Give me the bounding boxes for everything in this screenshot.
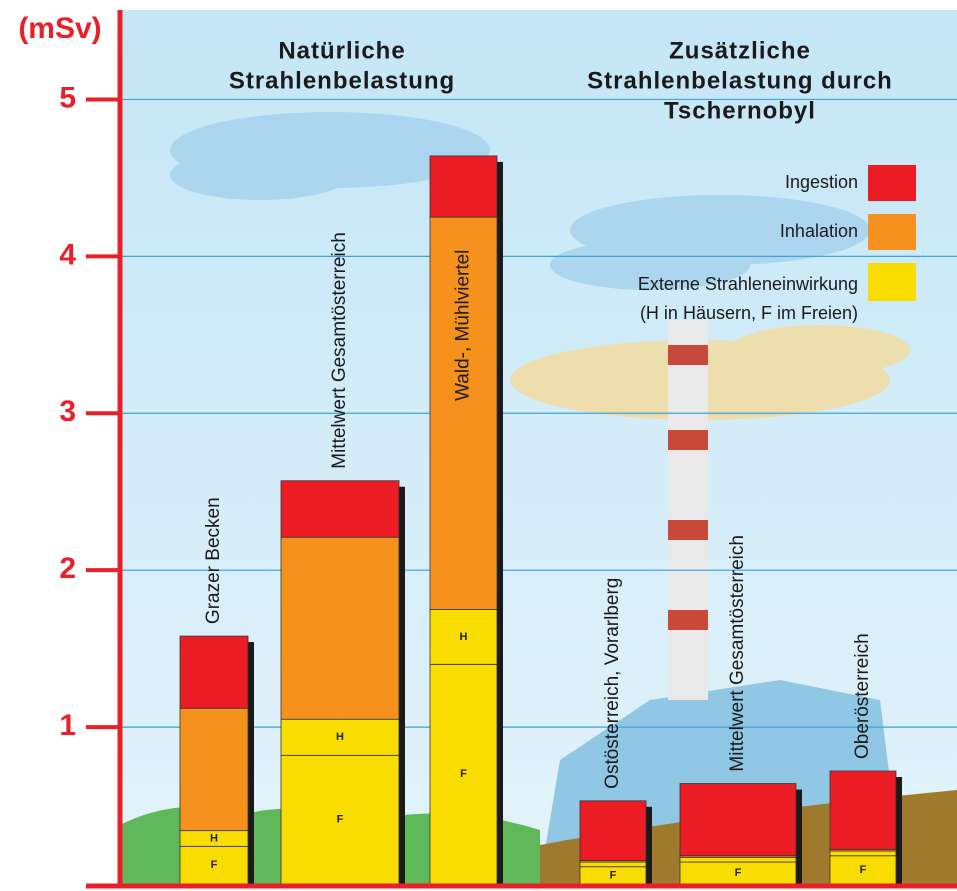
legend-swatch bbox=[868, 263, 916, 301]
bar-segment bbox=[679, 856, 797, 863]
y-tick-label: 1 bbox=[59, 709, 76, 742]
bar-segment bbox=[280, 754, 400, 885]
bar-segment bbox=[280, 536, 400, 720]
bar-shadow bbox=[896, 777, 902, 884]
bar-shadow bbox=[497, 161, 503, 884]
legend-note: (H in Häusern, F im Freien) bbox=[640, 303, 858, 323]
category-label: Wald-, Mühlviertel bbox=[453, 250, 474, 401]
segment-label: F bbox=[337, 814, 344, 826]
bar-segment bbox=[829, 770, 897, 850]
segment-label: F bbox=[735, 867, 742, 879]
legend-label: Ingestion bbox=[785, 172, 858, 192]
bar-shadow bbox=[646, 806, 652, 884]
legend-label: Externe Strahleneinwirkung bbox=[638, 274, 858, 294]
bar-segment bbox=[829, 855, 897, 885]
bar-segment bbox=[280, 480, 400, 538]
y-axis-label: (mSv) bbox=[18, 12, 101, 45]
legend-swatch bbox=[868, 165, 916, 201]
segment-label: F bbox=[860, 864, 867, 876]
bar-segment bbox=[829, 850, 897, 857]
bar-segment bbox=[280, 718, 400, 756]
bar-segment bbox=[679, 783, 797, 857]
category-label: Grazer Becken bbox=[203, 497, 224, 624]
y-tick-label: 4 bbox=[59, 238, 76, 271]
segment-label: H bbox=[336, 731, 344, 743]
bar-segment bbox=[179, 707, 249, 832]
clouds bbox=[170, 112, 870, 290]
segment-label: H bbox=[460, 631, 468, 643]
category-label: Oberösterreich bbox=[852, 633, 873, 759]
segment-label: F bbox=[211, 859, 218, 871]
group-title: Natürliche bbox=[278, 37, 405, 64]
bar-segment bbox=[429, 609, 498, 665]
segment-label: F bbox=[610, 869, 617, 881]
group-title: Strahlenbelastung durch bbox=[587, 67, 893, 94]
bar-shadow bbox=[248, 642, 254, 884]
legend-label: Inhalation bbox=[780, 221, 858, 241]
bar-segment bbox=[179, 845, 249, 885]
y-tick-label: 2 bbox=[59, 552, 76, 585]
y-tick-label: 5 bbox=[59, 81, 76, 114]
group-title: Zusätzliche bbox=[669, 37, 811, 64]
bar-segment bbox=[579, 800, 647, 861]
category-label: Ostösterreich, Vorarlberg bbox=[602, 578, 623, 789]
bar-segment bbox=[179, 635, 249, 709]
group-title: Strahlenbelastung bbox=[229, 67, 455, 94]
category-label: Mittelwert Gesamtösterreich bbox=[329, 232, 350, 469]
legend-swatch bbox=[868, 214, 916, 250]
category-label: Mittelwert Gesamtösterreich bbox=[727, 535, 748, 772]
bar-segment bbox=[429, 216, 498, 610]
bar-segment bbox=[579, 861, 647, 868]
bar-shadow bbox=[796, 789, 802, 884]
y-tick-label: 3 bbox=[59, 395, 76, 428]
segment-label: H bbox=[210, 832, 218, 844]
segment-label: F bbox=[460, 768, 467, 780]
group-title: Tschernobyl bbox=[664, 97, 816, 124]
bar-shadow bbox=[399, 486, 405, 884]
bar-segment bbox=[429, 155, 498, 218]
